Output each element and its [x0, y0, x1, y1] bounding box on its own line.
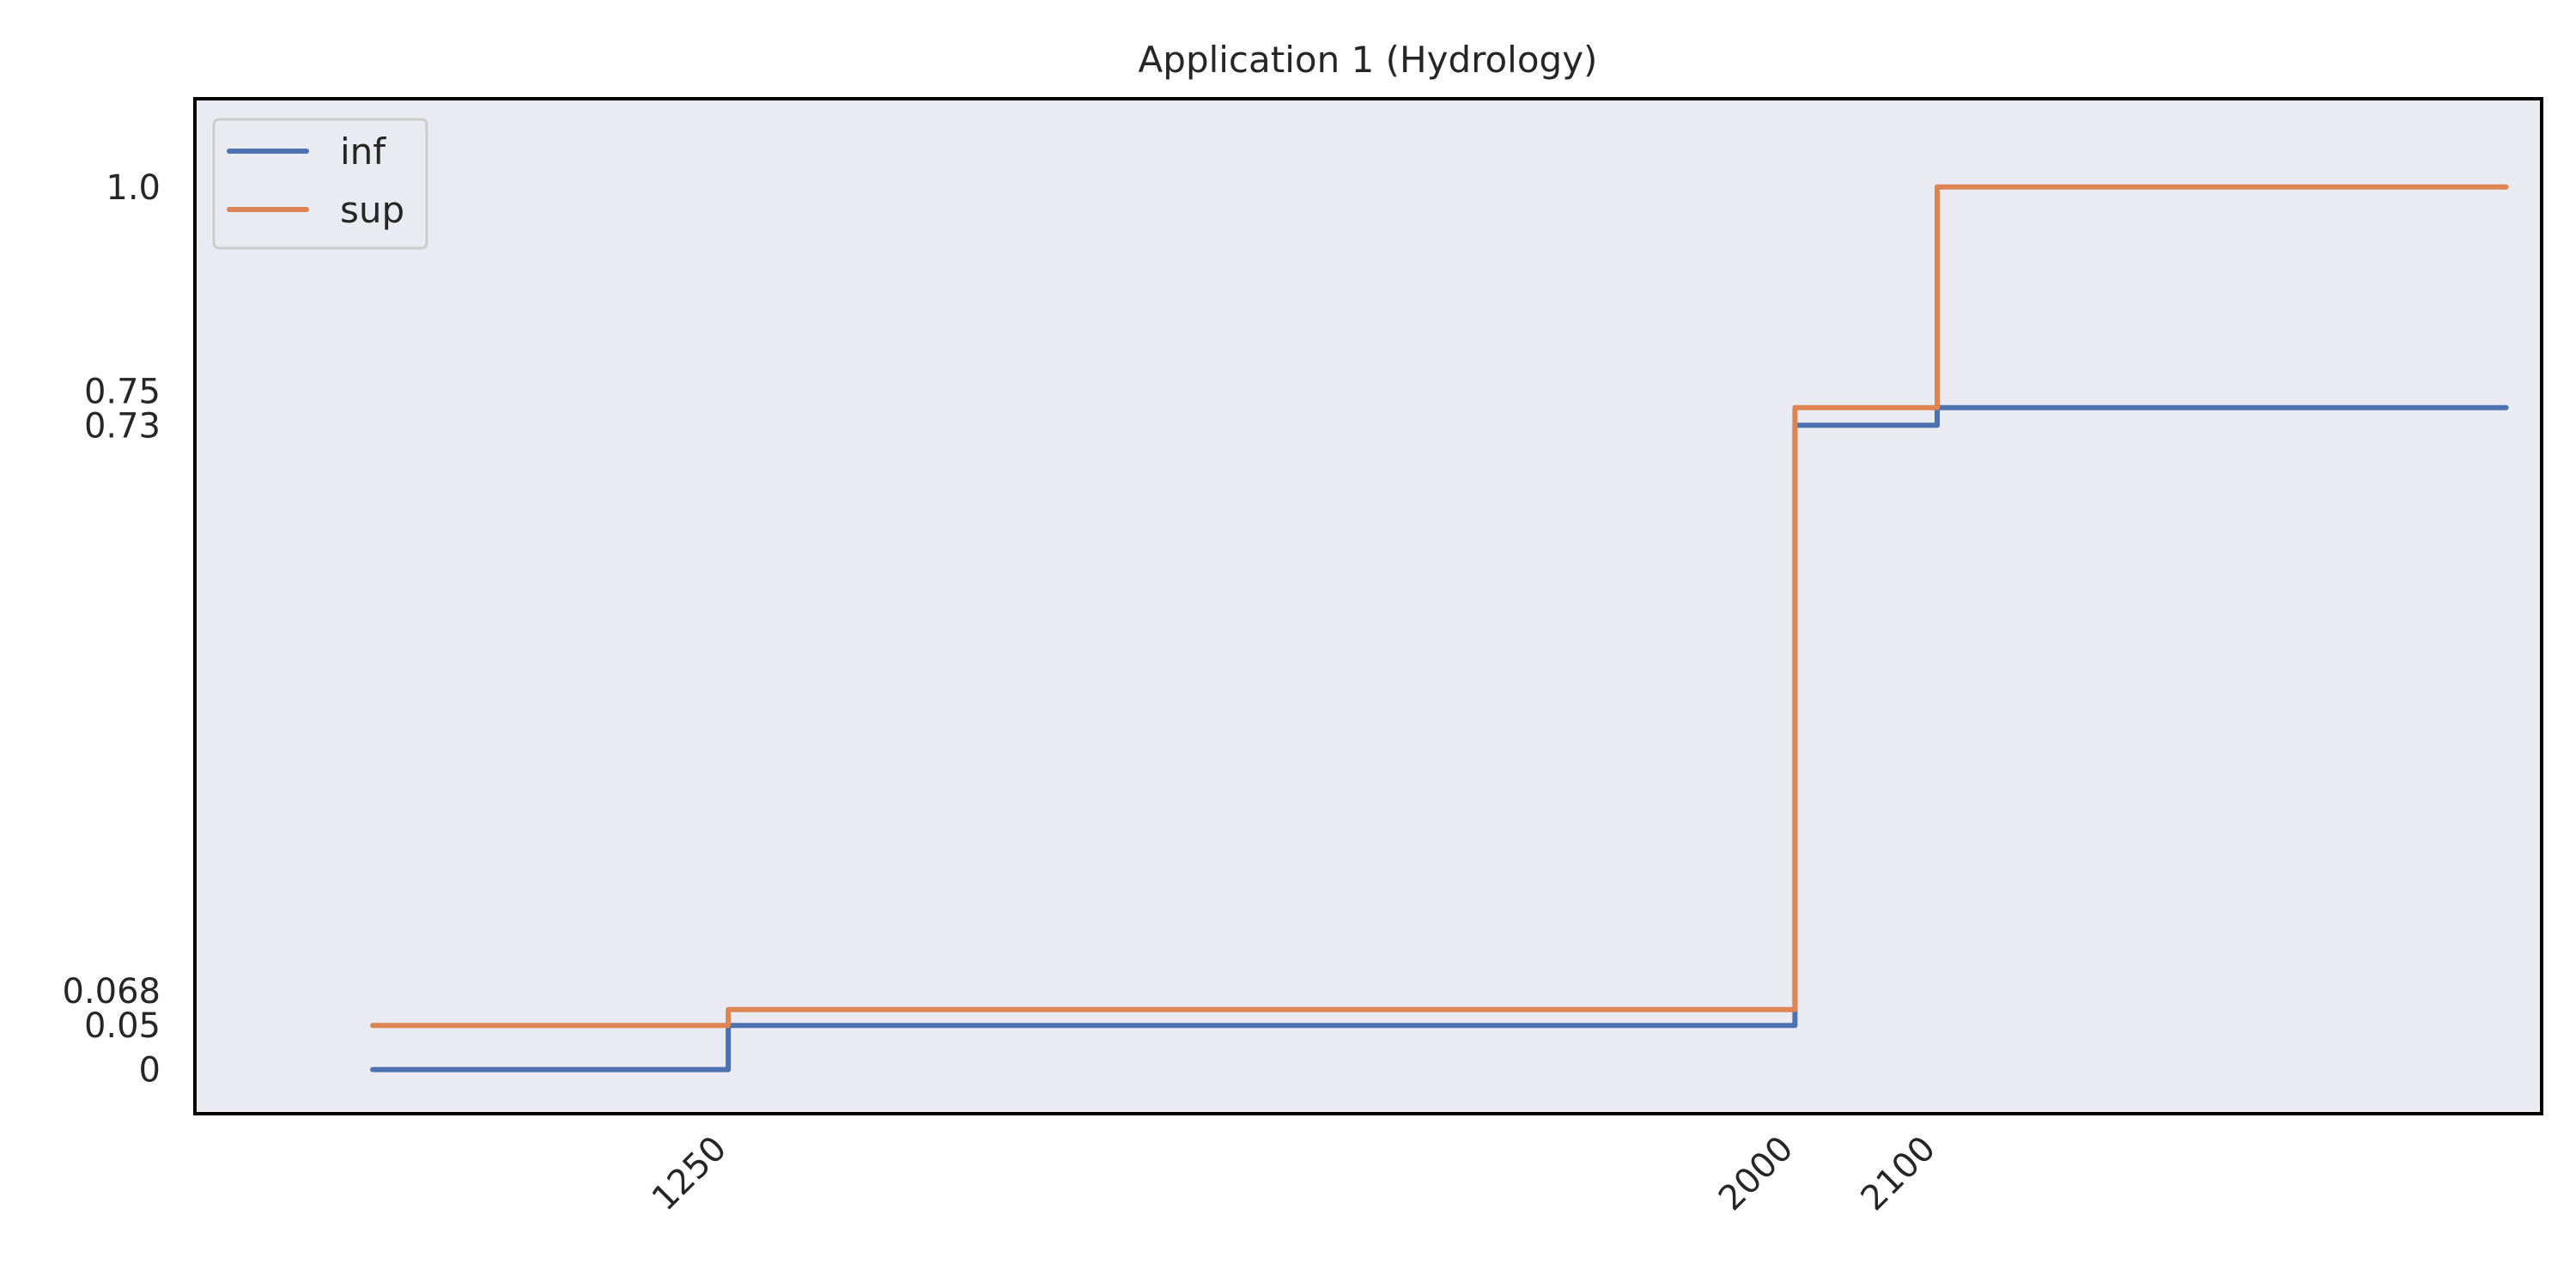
y-axis-tick-labels: 0 0.050.068 0.730.75 1.0 — [62, 168, 161, 1091]
plot-area — [193, 97, 2543, 1115]
y-tick-label: 0.05 — [84, 1006, 161, 1046]
y-tick-label: 0.73 — [84, 406, 161, 446]
y-tick-label: 0.068 — [62, 972, 161, 1012]
y-tick-label: 0 — [139, 1051, 161, 1091]
x-axis-tick-labels: 1250 2000 2100 — [645, 1129, 1943, 1219]
series-layer — [370, 184, 2509, 1072]
legend-label-inf: inf — [340, 131, 386, 173]
legend: inf sup — [212, 118, 428, 250]
legend-label-sup: sup — [340, 189, 404, 231]
y-tick-label: 0.75 — [84, 372, 161, 411]
x-tick-label: 2100 — [1854, 1129, 1944, 1219]
x-tick-label: 2000 — [1711, 1129, 1801, 1219]
series-line-sup — [370, 184, 2509, 1029]
chart-title: Application 1 (Hydrology) — [1139, 39, 1598, 81]
y-tick-label: 1.0 — [106, 168, 161, 208]
x-tick-label: 1250 — [645, 1129, 735, 1219]
